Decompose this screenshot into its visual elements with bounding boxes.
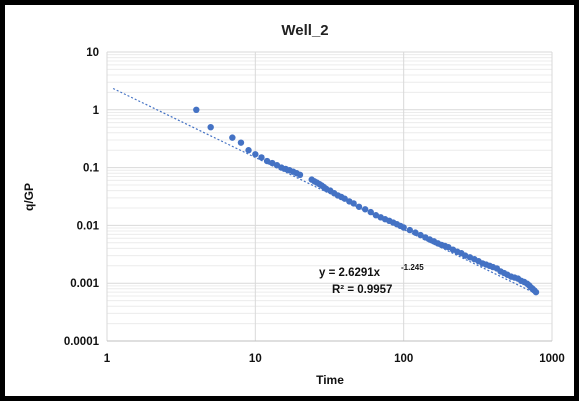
x-tick-label: 10 — [249, 353, 262, 365]
data-point — [193, 106, 200, 114]
data-point — [252, 151, 259, 158]
y-tick-label: 0.01 — [77, 220, 100, 232]
data-point — [400, 224, 407, 231]
data-point — [229, 134, 236, 141]
x-axis-label: Time — [316, 373, 344, 387]
grid — [106, 51, 553, 342]
y-tick-label: 0.0001 — [64, 336, 100, 348]
data-point — [207, 123, 214, 131]
data-point — [258, 154, 265, 161]
chart-panel: 10 1 0.1 0.01 0.001 0.0001 1 10 100 1000 Well_2 … — [5, 5, 574, 396]
data-point — [269, 159, 276, 167]
y-tick-labels: 10 1 0.1 0.01 0.001 0.0001 — [64, 47, 100, 348]
trendline-equation: y = 2.6291x -1.245 R² = 0.9957 — [319, 263, 424, 296]
data-point — [367, 208, 374, 216]
r-squared-text: R² = 0.9957 — [332, 284, 392, 296]
data-point — [296, 171, 304, 179]
y-tick-label: 1 — [93, 105, 100, 117]
y-tick-label: 0.001 — [70, 278, 99, 290]
y-tick-label: 10 — [86, 47, 99, 59]
data-point — [412, 229, 419, 236]
data-point — [532, 288, 540, 296]
data-point — [341, 195, 348, 202]
x-tick-label: 1 — [104, 353, 111, 365]
data-point — [350, 200, 357, 207]
y-axis-label: q/GP — [22, 183, 36, 211]
equation-text: y = 2.6291x — [319, 267, 381, 279]
data-point — [417, 231, 424, 239]
equation-exponent: -1.245 — [401, 263, 424, 272]
data-point — [361, 206, 369, 213]
data-points — [193, 106, 540, 296]
data-point — [406, 226, 414, 234]
y-tick-label: 0.1 — [83, 163, 100, 175]
chart-title: Well_2 — [281, 22, 328, 39]
data-point — [245, 147, 252, 154]
data-point — [355, 203, 363, 210]
x-tick-labels: 1 10 100 1000 — [104, 353, 565, 365]
data-point — [372, 212, 380, 219]
data-point — [237, 139, 245, 146]
x-tick-label: 1000 — [539, 353, 565, 365]
data-point — [263, 157, 271, 165]
x-tick-label: 100 — [394, 353, 413, 365]
